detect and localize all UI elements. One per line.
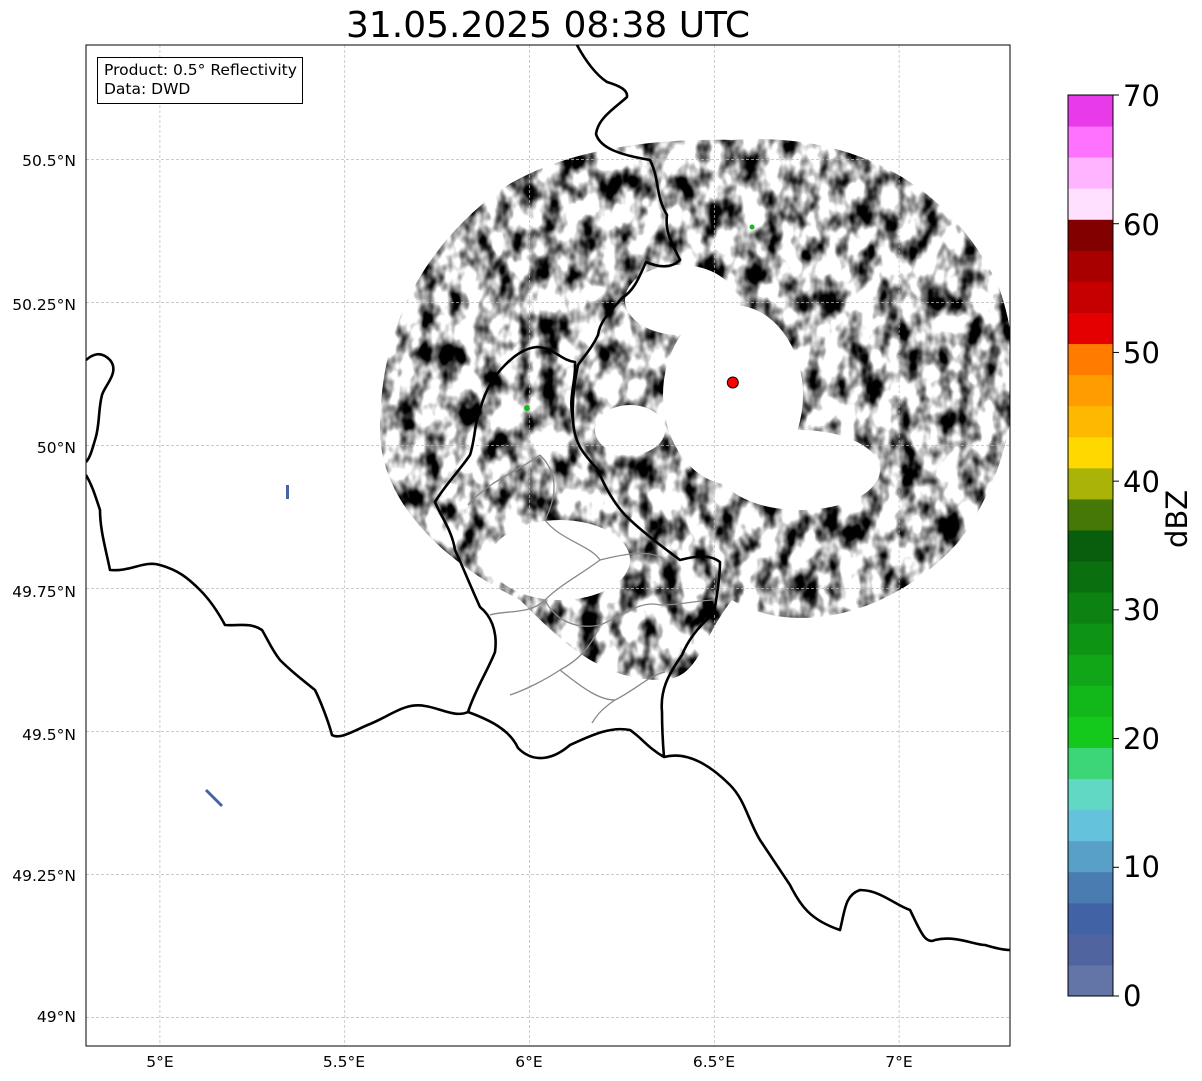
colorbar-tick-label: 70 <box>1123 79 1160 113</box>
colorbar-tick-label: 10 <box>1123 850 1160 884</box>
country-border-belgium <box>86 474 469 738</box>
country-border-france <box>663 754 1010 952</box>
colorbar-segment <box>1068 809 1113 842</box>
colorbar-segment <box>1068 498 1113 531</box>
map-frame <box>85 44 1011 1047</box>
colorbar-segment <box>1068 126 1113 158</box>
colorbar-segment <box>1068 871 1113 904</box>
radar-site-marker <box>726 376 739 389</box>
colorbar-segment <box>1068 374 1113 407</box>
colorbar-segment <box>1068 343 1113 376</box>
colorbar-segment <box>1068 747 1113 780</box>
colorbar-tick-label: 20 <box>1123 722 1160 756</box>
colorbar-segment <box>1068 778 1113 811</box>
lon-tick-label: 6°E <box>515 1053 543 1071</box>
colorbar-segment <box>1068 250 1113 282</box>
colorbar-segment <box>1068 964 1113 997</box>
map-title: 31.05.2025 08:38 UTC <box>345 5 751 46</box>
lat-tick-label: 49.25°N <box>12 867 76 885</box>
region-boundary <box>467 454 716 724</box>
colorbar-segment <box>1068 685 1113 717</box>
colorbar-segment <box>1068 467 1113 500</box>
lat-tick-label: 49°N <box>36 1008 76 1026</box>
country-border-northwest <box>86 352 115 463</box>
echo-cell <box>749 224 755 230</box>
colorbar-segment <box>1068 157 1113 189</box>
lat-tick-label: 50.5°N <box>22 152 76 170</box>
colorbar-tick-label: 60 <box>1123 208 1160 242</box>
colorbar-segment <box>1068 840 1113 873</box>
colorbar-segment <box>1068 592 1113 624</box>
colorbar-segment <box>1068 716 1113 748</box>
lon-tick-label: 6.5°E <box>692 1053 736 1071</box>
lon-tick-label: 7°E <box>885 1053 913 1071</box>
lon-tick-label: 5°E <box>146 1053 174 1071</box>
gridlines <box>86 45 1010 1046</box>
lon-tick-label: 5.5°E <box>322 1053 366 1071</box>
echo-cell <box>524 405 530 411</box>
lat-tick-label: 49.75°N <box>12 583 76 601</box>
data-source-label: Data: DWD <box>104 80 191 98</box>
lat-tick-label: 50°N <box>36 439 76 457</box>
boundaries <box>86 45 1010 952</box>
country-border-luxembourg <box>433 345 722 760</box>
colorbar-segment <box>1068 436 1113 469</box>
product-label: Product: 0.5° Reflectivity <box>104 61 297 79</box>
echo-streak <box>204 788 224 808</box>
colorbar-segment <box>1068 188 1113 220</box>
lat-tick-label: 49.5°N <box>22 726 76 744</box>
colorbar-frame <box>1067 94 1114 997</box>
colorbar-segment <box>1068 529 1113 562</box>
colorbar-segment <box>1068 902 1113 935</box>
colorbar-segment <box>1068 933 1113 966</box>
country-border-germany <box>571 45 682 421</box>
colorbar-segment <box>1068 219 1113 251</box>
colorbar-tick-label: 40 <box>1123 465 1160 499</box>
colorbar-tick-label: 30 <box>1123 593 1160 627</box>
colorbar <box>1068 94 1119 997</box>
colorbar-segment <box>1068 654 1113 686</box>
echo-streak <box>286 485 289 499</box>
colorbar-segment <box>1068 281 1113 313</box>
lat-tick-label: 50.25°N <box>12 296 76 314</box>
colorbar-segment <box>1068 561 1113 593</box>
colorbar-tick-label: 0 <box>1123 979 1142 1013</box>
colorbar-segment <box>1068 312 1113 345</box>
colorbar-unit-label: dBZ <box>1160 489 1194 548</box>
echo-field <box>360 120 1010 700</box>
product-info-box: Product: 0.5° Reflectivity Data: DWD <box>97 57 303 104</box>
colorbar-segment <box>1068 623 1113 655</box>
colorbar-segment <box>1068 405 1113 438</box>
colorbar-segment <box>1068 95 1113 127</box>
colorbar-tick-label: 50 <box>1123 336 1160 370</box>
